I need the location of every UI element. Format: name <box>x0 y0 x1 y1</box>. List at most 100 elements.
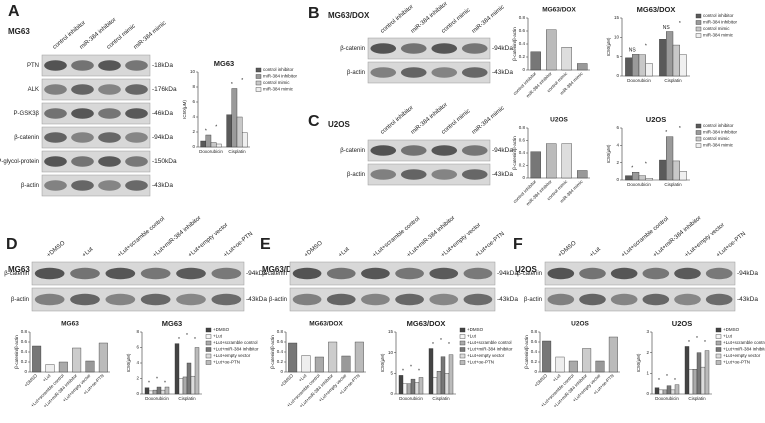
blot-band <box>326 293 356 306</box>
bar <box>672 160 681 181</box>
blot-band <box>211 267 242 280</box>
bar <box>215 143 222 148</box>
blot-band <box>431 145 458 156</box>
x-tick-label: +Lut <box>42 372 52 382</box>
bar <box>577 63 588 71</box>
bar <box>174 343 180 395</box>
bar <box>670 389 676 395</box>
bar <box>164 386 170 395</box>
blot-band <box>370 145 397 156</box>
panel-letter: F <box>513 236 523 253</box>
legend-label: control mimic <box>703 136 730 141</box>
y-tick-label: 0.6 <box>519 28 526 33</box>
blot-band <box>98 108 121 119</box>
significance-label: * <box>645 162 647 168</box>
bar <box>632 54 640 77</box>
y-tick-label: 0 <box>24 369 27 374</box>
blot-strip <box>367 139 491 162</box>
legend-swatch <box>205 327 212 333</box>
y-axis-label: β-catenin/β-actin <box>512 136 517 170</box>
bar <box>568 360 578 373</box>
significance-label: * <box>194 337 196 343</box>
y-axis-label: IC50(μM) <box>606 37 611 56</box>
protein-label: ALK <box>28 87 39 93</box>
lane-label: +Lut+oe-PTN <box>716 231 747 259</box>
blot-band <box>674 293 701 306</box>
blot-band <box>361 267 390 280</box>
panel-letter: D <box>6 236 18 253</box>
y-tick-label: 0.4 <box>277 349 284 354</box>
x-tick-label: +DMSO <box>533 373 548 388</box>
bar <box>608 336 618 373</box>
blot-band <box>44 60 67 71</box>
bar <box>328 341 338 373</box>
x-tick-label: Cisplatin <box>432 396 450 401</box>
y-tick-label: 0.8 <box>519 15 526 20</box>
blot-band <box>176 293 206 306</box>
bar <box>692 369 698 395</box>
bar <box>436 371 442 395</box>
bar <box>236 116 243 148</box>
lane-label: +Lut <box>338 246 351 258</box>
blot-band <box>463 267 493 280</box>
legend-swatch <box>205 360 212 365</box>
bar <box>160 389 166 395</box>
y-tick-label: 0.2 <box>519 54 526 59</box>
significance-label: * <box>688 340 690 346</box>
blot-title: MG63 <box>8 27 30 36</box>
lane-label: control mimic <box>441 7 472 34</box>
legend-swatch <box>715 334 722 339</box>
significance-label: * <box>410 365 412 371</box>
bar <box>696 352 702 395</box>
bar <box>658 389 664 395</box>
bar <box>659 159 667 181</box>
protein-label: PTN <box>27 63 39 69</box>
blot-title: U2OS <box>515 265 537 274</box>
blot-band <box>431 169 458 180</box>
bar <box>144 387 150 395</box>
legend-label: miR-384 inhibitor <box>703 130 738 135</box>
y-tick-label: 15 <box>614 15 620 20</box>
y-tick-label: 6 <box>136 345 139 350</box>
protein-label: β-actin <box>524 297 542 303</box>
blot-band <box>140 293 171 306</box>
legend-swatch <box>255 80 262 86</box>
significance-label: * <box>679 126 681 132</box>
bar <box>72 347 82 373</box>
y-tick-label: 0 <box>616 73 619 78</box>
blot-band <box>44 108 67 119</box>
bar <box>684 346 690 395</box>
bar <box>98 342 108 373</box>
y-axis-label: IC50(μM) <box>636 353 641 372</box>
bar <box>638 175 647 181</box>
blot-strip <box>41 174 151 197</box>
blot-title: U2OS <box>328 120 350 129</box>
legend-swatch <box>695 13 702 19</box>
y-tick-label: 0 <box>646 391 649 396</box>
blot-band <box>98 132 121 143</box>
blot-band <box>395 267 424 280</box>
y-axis-label: IC50(μM) <box>182 100 187 119</box>
x-tick-label: Doxorubicin <box>655 396 679 401</box>
bar <box>625 175 633 181</box>
significance-label: NS <box>663 25 671 31</box>
blot-band <box>705 267 733 280</box>
legend-label: control inhibitor <box>263 67 294 72</box>
blot-band <box>429 293 459 306</box>
significance-label: * <box>215 124 217 130</box>
x-tick-label: Cisplatin <box>664 78 682 83</box>
significance-label: * <box>156 376 158 382</box>
chart-title: U2OS <box>646 115 666 124</box>
legend-label: miR-384 inhibitor <box>263 74 298 79</box>
blot-band <box>610 267 638 280</box>
blot-band <box>98 156 121 167</box>
significance-label: * <box>231 82 233 88</box>
bar <box>58 361 68 373</box>
blot-band <box>44 84 67 95</box>
y-tick-label: 0 <box>390 391 393 396</box>
bar <box>440 356 446 395</box>
bar <box>45 364 55 373</box>
blot-band <box>125 180 148 191</box>
blot-band <box>370 43 397 54</box>
blot-band <box>429 267 459 280</box>
